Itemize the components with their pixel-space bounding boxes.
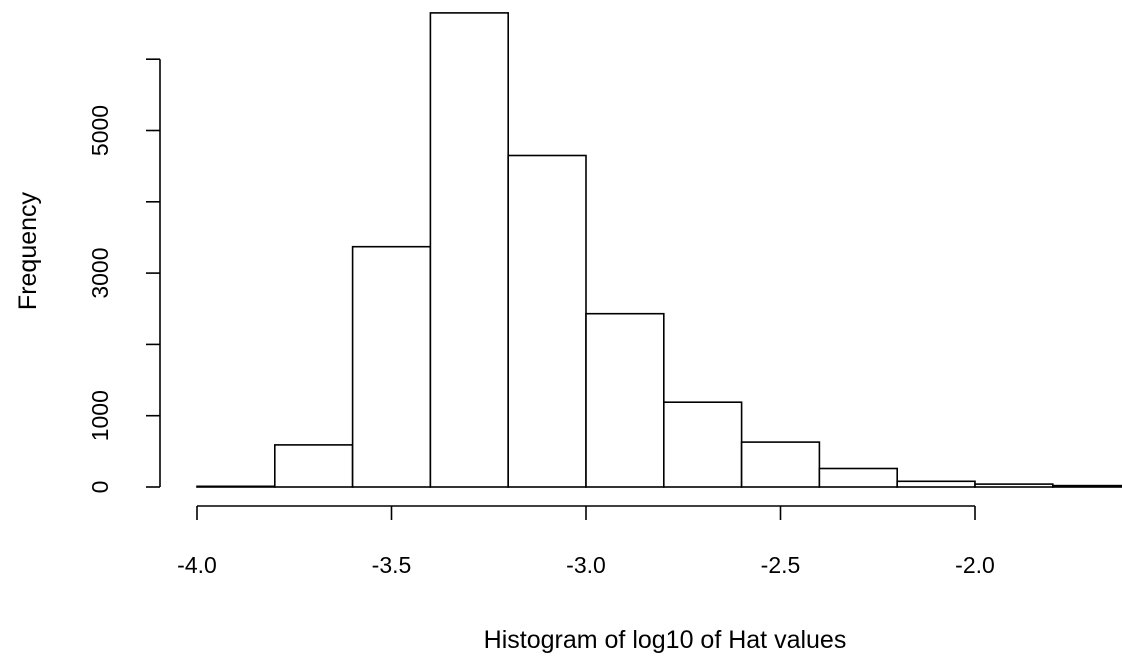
histogram-bar-6 xyxy=(662,401,743,488)
histogram-bar-0 xyxy=(196,485,276,488)
histogram-bar-8 xyxy=(818,467,899,488)
x-axis-title: Histogram of log10 of Hat values xyxy=(484,626,847,654)
y-axis-title: Frequency xyxy=(14,191,42,310)
y-tick-label: 3000 xyxy=(87,248,113,299)
histogram-bar-10 xyxy=(974,483,1054,488)
histogram-bar-11 xyxy=(1052,484,1122,488)
histogram-bar-7 xyxy=(740,441,821,488)
y-tick-label: 0 xyxy=(87,481,113,494)
y-tick-label: 1000 xyxy=(87,390,113,441)
x-tick-label: -2.5 xyxy=(761,552,801,578)
histogram-bar-2 xyxy=(351,245,432,488)
histogram-bar-3 xyxy=(429,12,509,488)
x-tick-label: -3.5 xyxy=(372,552,412,578)
histogram-bars xyxy=(196,12,1122,488)
histogram-bar-5 xyxy=(585,312,665,488)
y-tick-label: 5000 xyxy=(87,105,113,156)
x-axis: -4.0 -3.5 -3.0 -2.5 -2.0 xyxy=(177,505,995,578)
histogram-bar-4 xyxy=(507,154,587,488)
x-tick-label: -3.0 xyxy=(566,552,606,578)
x-tick-label: -2.0 xyxy=(955,552,995,578)
x-tick-label: -4.0 xyxy=(177,552,217,578)
histogram-bar-1 xyxy=(273,444,354,488)
histogram-bar-9 xyxy=(896,480,976,488)
y-axis: 0 1000 3000 5000 xyxy=(87,58,161,494)
